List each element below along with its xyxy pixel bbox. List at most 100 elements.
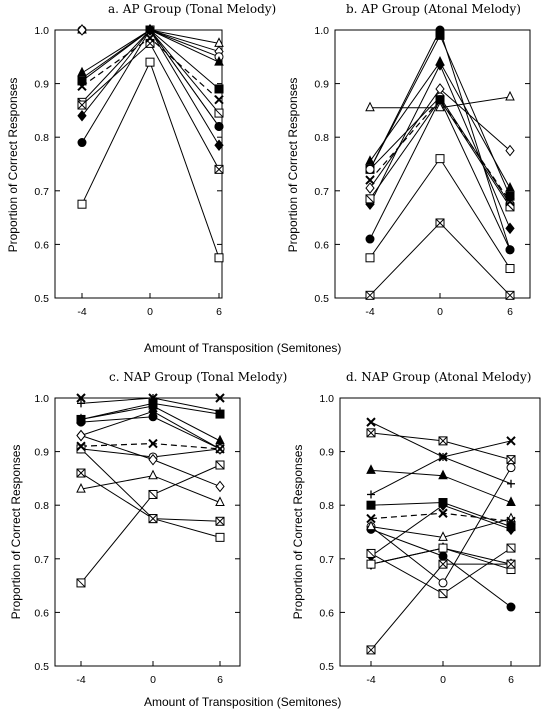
data-point-circle-filled — [506, 602, 516, 612]
data-point-boxx — [148, 489, 158, 499]
data-point-square-open — [366, 559, 376, 569]
series-line — [81, 60, 220, 258]
data-point-square-x — [435, 218, 445, 228]
data-point-square-x — [506, 455, 516, 465]
data-point-triangle-open — [365, 101, 375, 112]
panel-c: c. NAP Group (Tonal Melody) 0.5 0.6 0.7 0.8… — [34, 370, 287, 686]
x-tick-label: 0 — [150, 674, 156, 686]
data-point-triangle-open — [148, 469, 158, 480]
data-point-x — [77, 81, 87, 91]
data-point-triangle-open — [505, 90, 515, 101]
data-point-triangle-open — [215, 496, 225, 507]
y-tick-label: 0.7 — [314, 186, 329, 198]
data-point-diamond-open — [215, 480, 225, 493]
data-point-square-x — [505, 290, 515, 300]
data-point-boxx — [76, 578, 86, 588]
data-point-triangle-open — [438, 531, 448, 541]
x-tick-label: -4 — [77, 306, 86, 318]
y-tick-label: 0.9 — [314, 79, 329, 91]
series-line — [369, 222, 511, 296]
y-tick-label: 0.9 — [34, 79, 49, 91]
data-point-x — [215, 444, 225, 454]
y-tick-label: 0.7 — [34, 554, 49, 566]
data-point-diamond-filled — [77, 109, 87, 122]
y-tick-label: 0.5 — [314, 293, 329, 305]
data-point-x — [366, 417, 376, 427]
y-tick-label: 0.8 — [319, 500, 334, 512]
data-point-square-open — [438, 543, 448, 553]
y-axis-label-d: Proportion of Correct Responses — [291, 445, 305, 620]
x-tick-label: 6 — [217, 674, 223, 686]
data-point-boxx — [506, 543, 516, 553]
data-point-square-filled — [215, 409, 225, 419]
panel-c-title: c. NAP Group (Tonal Melody) — [109, 370, 287, 384]
data-point-square-x — [438, 436, 448, 446]
x-tick-label: -4 — [365, 306, 374, 318]
y-tick-label: 0.8 — [34, 500, 49, 512]
data-point-square-filled — [435, 30, 445, 40]
data-point-diamond-filled — [438, 499, 448, 512]
data-point-square-x — [77, 100, 87, 110]
data-point-triangle-filled — [214, 56, 224, 66]
data-point-diamond-filled — [435, 59, 445, 71]
series-line — [370, 563, 511, 651]
data-point-square-open — [145, 57, 155, 67]
data-point-square-x — [76, 468, 86, 478]
data-point-circle-open — [438, 578, 448, 588]
y-tick-label: 0.6 — [319, 607, 334, 619]
y-axis-label-b: Proportion of Correct Responses — [286, 78, 300, 253]
x-tick-label: 6 — [508, 674, 514, 686]
data-point-square-filled — [214, 84, 224, 94]
data-point-square-filled — [366, 500, 376, 510]
data-point-triangle-filled — [438, 469, 448, 480]
data-point-triangle-filled — [77, 66, 87, 77]
data-point-diamond-open — [365, 182, 375, 194]
plot-frame — [339, 397, 541, 667]
y-tick-label: 0.7 — [34, 186, 49, 198]
panel-d: d. NAP Group (Atonal Melody) 0.5 0.6 0.7 0.… — [319, 370, 541, 686]
series-line — [369, 98, 511, 202]
data-point-circle-filled — [214, 121, 224, 131]
data-point-boxx — [438, 589, 448, 599]
data-point-diamond-open — [148, 453, 158, 466]
panel-a: a. AP Group (Tonal Melody) 0.5 0.6 0.7 0.8 0… — [34, 2, 276, 318]
y-tick-label: 0.6 — [34, 607, 49, 619]
data-point-boxx — [214, 108, 224, 118]
data-point-square-x — [215, 516, 225, 526]
data-point-triangle-open — [76, 483, 86, 493]
data-point-triangle-filled — [365, 155, 375, 165]
y-tick-label: 0.7 — [319, 554, 334, 566]
x-tick-label: 0 — [440, 674, 446, 686]
data-point-plus — [77, 399, 85, 408]
data-point-circle-filled — [145, 25, 155, 35]
y-tick-label: 0.8 — [314, 132, 329, 144]
data-point-circle-filled — [505, 245, 515, 255]
panel-d-title: d. NAP Group (Atonal Melody) — [346, 370, 531, 384]
x-tick-label: -4 — [366, 674, 375, 686]
data-point-x — [214, 94, 224, 105]
data-point-x — [148, 438, 158, 449]
data-point-square-open — [365, 253, 375, 263]
data-point-x — [366, 513, 376, 524]
data-point-square-x — [506, 559, 516, 569]
data-point-diamond-filled — [148, 405, 158, 418]
data-point-boxx — [366, 548, 376, 558]
data-point-x — [145, 33, 155, 43]
data-point-square-open — [77, 199, 87, 209]
data-point-square-x — [148, 514, 158, 524]
data-point-plus — [439, 452, 447, 461]
data-point-square-x — [366, 645, 376, 655]
x-tick-label: -4 — [76, 674, 85, 686]
data-point-square-open — [435, 154, 445, 164]
data-point-diamond-filled — [214, 139, 224, 152]
x-tick-label: 0 — [147, 306, 153, 318]
data-point-diamond-filled — [506, 523, 516, 536]
data-point-square-x — [366, 428, 376, 438]
y-tick-label: 0.6 — [34, 239, 49, 251]
panel-a-title: a. AP Group (Tonal Melody) — [108, 2, 276, 16]
data-point-circle-filled — [438, 551, 448, 561]
y-tick-label: 0.5 — [34, 661, 49, 673]
data-point-x — [215, 393, 225, 403]
data-point-triangle-open — [435, 101, 445, 112]
